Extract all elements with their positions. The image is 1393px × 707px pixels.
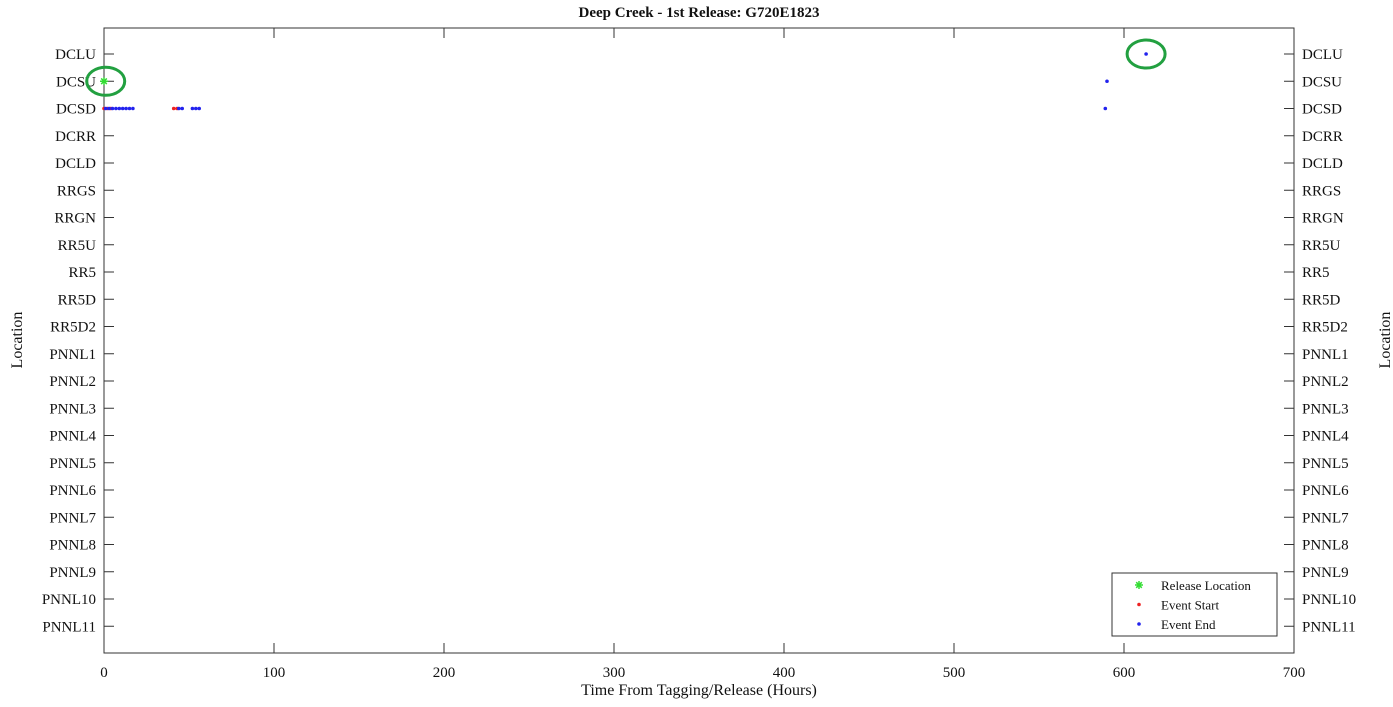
y-tick-label-left: PNNL5 — [49, 456, 96, 472]
y-tick-label-right: PNNL11 — [1302, 619, 1356, 635]
y-tick-label-left: PNNL11 — [42, 619, 96, 635]
legend: Release Location Event Start Event End — [1111, 572, 1278, 637]
y-tick-label-left: RRGN — [54, 211, 96, 227]
event-end-point — [190, 106, 195, 111]
points-layer — [100, 52, 1148, 111]
release-location-point — [100, 77, 108, 86]
event-end-point — [117, 106, 122, 111]
x-tick-label: 200 — [433, 665, 456, 681]
y-tick-label-left: PNNL1 — [49, 347, 96, 363]
y-tick-label-left: PNNL7 — [49, 510, 96, 526]
y-axis-label-left: Location — [9, 312, 26, 369]
event-end-point — [1144, 52, 1148, 56]
y-tick-label-right: RR5U — [1302, 238, 1341, 254]
y-tick-label-left: RR5 — [68, 265, 96, 281]
legend-marker-event-start — [1137, 602, 1141, 607]
y-tick-label-right: PNNL10 — [1302, 592, 1356, 608]
event-end-point — [1103, 106, 1108, 111]
x-tick-label: 400 — [773, 665, 796, 681]
y-tick-label-left: PNNL8 — [49, 538, 96, 554]
x-tick-label: 100 — [263, 665, 286, 681]
event-start-point — [171, 106, 176, 111]
legend-label-event-start: Event Start — [1161, 598, 1220, 613]
x-tick-label: 700 — [1283, 665, 1306, 681]
event-end-point — [180, 106, 184, 111]
y-tick-label-right: PNNL2 — [1302, 374, 1349, 390]
y-tick-label-left: DCLD — [55, 156, 96, 172]
y-tick-label-left: PNNL6 — [49, 483, 96, 499]
x-tick-label: 500 — [943, 665, 966, 681]
legend-marker-release-location — [1135, 581, 1143, 589]
event-end-point — [114, 106, 118, 111]
legend-label-event-end: Event End — [1161, 617, 1216, 632]
y-tick-label-left: PNNL3 — [49, 401, 96, 417]
y-tick-label-right: DCSD — [1302, 102, 1342, 118]
y-axis-label-right: Location — [1377, 312, 1393, 369]
chart-title: Deep Creek - 1st Release: G720E1823 — [579, 5, 820, 21]
y-tick-label-left: RR5U — [58, 238, 97, 254]
event-end-point — [120, 106, 125, 111]
annotations-layer — [85, 38, 1167, 97]
y-tick-label-right: PNNL5 — [1302, 456, 1349, 472]
y-tick-label-left: DCRR — [55, 129, 96, 145]
event-end-point — [1105, 79, 1109, 84]
y-tick-label-right: PNNL4 — [1302, 429, 1349, 445]
event-end-point — [127, 106, 132, 111]
y-tick-label-right: RRGN — [1302, 211, 1344, 227]
y-tick-label-right: PNNL7 — [1302, 510, 1349, 526]
y-tick-label-right: RR5D2 — [1302, 320, 1348, 336]
x-tick-label: 300 — [603, 665, 626, 681]
y-tick-label-right: DCRR — [1302, 129, 1343, 145]
y-tick-label-right: RR5D — [1302, 292, 1341, 308]
x-tick-label: 600 — [1113, 665, 1136, 681]
y-tick-label-left: PNNL9 — [49, 565, 96, 581]
y-tick-label-left: RR5D2 — [50, 320, 96, 336]
event-end-point — [103, 106, 108, 111]
highlight-circle — [1125, 38, 1167, 70]
event-end-point — [107, 106, 111, 111]
y-tick-label-right: DCSU — [1302, 74, 1342, 90]
legend-items: Release Location Event Start Event End — [1135, 578, 1251, 632]
plot-frame — [103, 27, 1295, 654]
y-tick-label-left: RRGS — [57, 183, 96, 199]
y-tick-label-right: PNNL3 — [1302, 401, 1349, 417]
event-end-point — [110, 106, 115, 111]
event-end-point — [131, 106, 135, 111]
y-tick-label-left: PNNL2 — [49, 374, 96, 390]
y-tick-label-left: PNNL4 — [49, 429, 96, 445]
y-tick-label-right: PNNL1 — [1302, 347, 1349, 363]
x-tick-label: 0 — [100, 665, 108, 681]
y-tick-label-right: RR5 — [1302, 265, 1330, 281]
y-tick-label-right: PNNL6 — [1302, 483, 1349, 499]
y-tick-label-right: PNNL8 — [1302, 538, 1349, 554]
y-tick-label-right: DCLU — [1302, 47, 1343, 63]
y-tick-label-left: RR5D — [58, 292, 97, 308]
event-end-point — [197, 106, 201, 111]
legend-marker-event-end — [1137, 622, 1141, 626]
y-tick-label-right: RRGS — [1302, 183, 1341, 199]
y-tick-label-left: DCSD — [56, 102, 96, 118]
x-axis-label: Time From Tagging/Release (Hours) — [581, 682, 817, 699]
y-tick-label-left: PNNL10 — [42, 592, 96, 608]
y-tick-label-left: DCLU — [55, 47, 96, 63]
event-end-point — [124, 106, 128, 111]
legend-label-release-location: Release Location — [1161, 578, 1251, 593]
y-tick-label-right: PNNL9 — [1302, 565, 1349, 581]
y-tick-label-right: DCLD — [1302, 156, 1343, 172]
highlight-circle — [85, 65, 127, 97]
event-end-point — [177, 106, 181, 111]
event-end-point — [194, 106, 198, 111]
